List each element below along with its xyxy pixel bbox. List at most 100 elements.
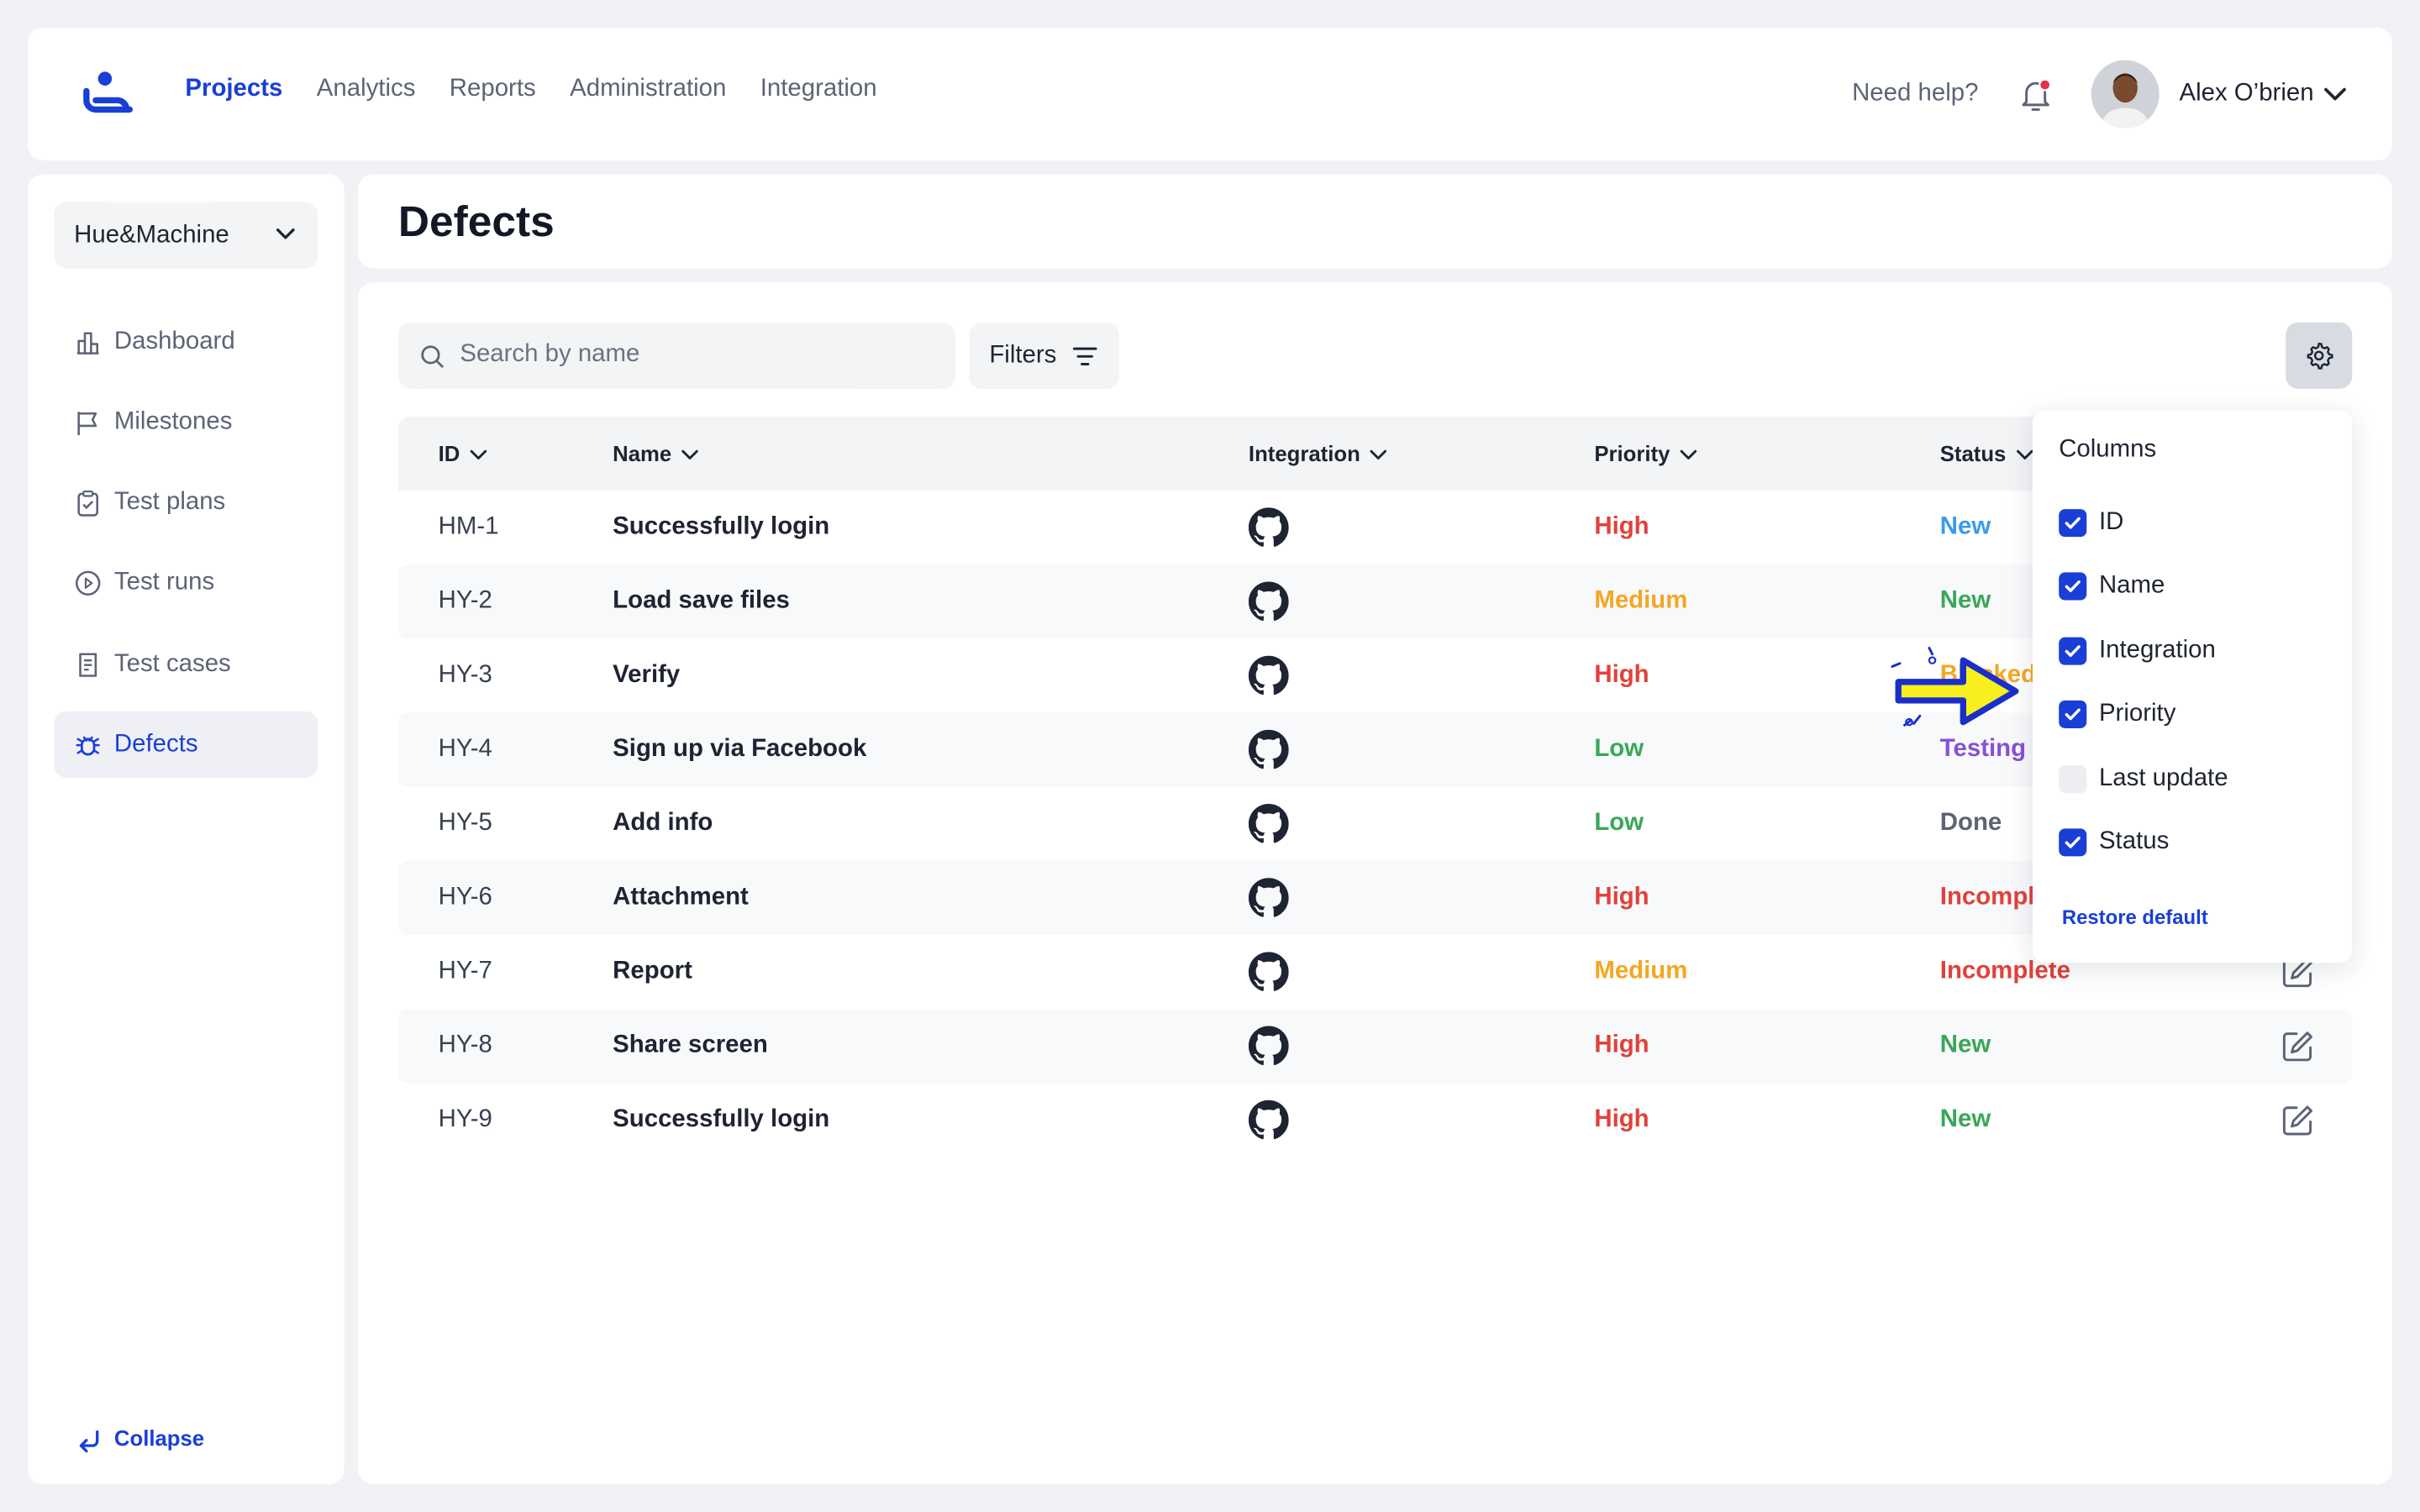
github-icon[interactable] (1248, 655, 1289, 696)
notification-bell-icon[interactable] (2018, 77, 2052, 114)
user-name[interactable]: Alex O’brien (2179, 80, 2314, 107)
sidebar-item-dashboard[interactable]: Dashboard (54, 308, 318, 375)
defect-name[interactable]: Add info (613, 810, 713, 837)
sidebar-item-label: Test cases (113, 651, 231, 678)
checkbox[interactable] (2059, 764, 2087, 793)
dashboard-icon (76, 332, 99, 354)
column-option-label: Priority (2098, 701, 2176, 727)
chevron-down-icon (2016, 450, 2033, 460)
column-option-label: Last update (2098, 764, 2228, 791)
defect-name[interactable]: Successfully login (613, 1105, 830, 1133)
column-header-priority[interactable]: Priority (1594, 441, 1697, 466)
priority-label: High (1594, 513, 1649, 540)
restore-default-button[interactable]: Restore default (2061, 906, 2208, 929)
project-selector[interactable]: Hue&Machine (54, 202, 318, 269)
checkmark-icon (2065, 708, 2081, 721)
columns-dropdown-title: Columns (2059, 436, 2157, 464)
sidebar-item-label: Test runs (113, 569, 215, 596)
table-row[interactable]: HY-4 Sign up via Facebook Low Testing (397, 712, 2353, 787)
bug-icon (76, 736, 100, 756)
priority-label: Low (1594, 810, 1644, 837)
defect-name[interactable]: Verify (613, 661, 681, 689)
sidebar-item-defects[interactable]: Defects (54, 711, 318, 778)
priority-label: High (1594, 1032, 1649, 1058)
defect-name[interactable]: Sign up via Facebook (613, 736, 867, 763)
app-logo-icon[interactable] (81, 70, 139, 119)
table-row[interactable]: HM-1 Successfully login High New (398, 491, 2352, 564)
edit-icon[interactable] (2281, 1029, 2315, 1063)
github-icon[interactable] (1248, 1100, 1289, 1141)
sidebar-item-test-runs[interactable]: Test runs (54, 549, 318, 616)
table-row[interactable]: HY-2 Load save files Medium New (397, 564, 2353, 639)
nav-projects[interactable]: Projects (185, 76, 283, 102)
column-header-integration[interactable]: Integration (1249, 441, 1388, 466)
checkbox[interactable] (2059, 828, 2087, 857)
defect-name[interactable]: Successfully login (613, 513, 830, 540)
defect-name[interactable]: Attachment (613, 884, 749, 911)
column-header-name[interactable]: Name (613, 441, 699, 466)
search-input[interactable] (456, 339, 927, 370)
user-avatar[interactable] (2091, 60, 2160, 129)
chevron-down-icon (1370, 450, 1387, 460)
defect-id: HY-3 (438, 661, 492, 689)
checkbox[interactable] (2059, 701, 2087, 729)
defect-name[interactable]: Share screen (613, 1032, 768, 1058)
column-header-status[interactable]: Status (1940, 441, 2034, 466)
sidebar-item-milestones[interactable]: Milestones (54, 389, 318, 455)
flag-icon (77, 412, 97, 435)
top-header (28, 28, 2392, 161)
column-header-id[interactable]: ID (439, 441, 488, 466)
avatar-person-icon (2091, 60, 2160, 129)
need-help-link[interactable]: Need help? (1852, 80, 1979, 107)
chevron-down-icon[interactable] (2323, 83, 2347, 105)
nav-reports[interactable]: Reports (449, 76, 536, 102)
checkbox[interactable] (2059, 637, 2087, 665)
chevron-down-icon (276, 228, 295, 239)
chevron-down-icon (1680, 450, 1697, 460)
defect-name[interactable]: Report (613, 958, 692, 984)
page-header (358, 174, 2392, 269)
sidebar-item-label: Milestones (113, 408, 233, 435)
column-header-label: Name (613, 441, 672, 466)
checkbox[interactable] (2059, 573, 2087, 601)
chevron-down-icon (470, 450, 487, 460)
annotation-arrow-icon (1891, 646, 2019, 727)
priority-label: Medium (1594, 958, 1688, 984)
clipboard-icon (77, 490, 98, 517)
sidebar-item-test-cases[interactable]: Test cases (54, 631, 318, 697)
github-icon[interactable] (1248, 729, 1289, 770)
checkmark-icon (2065, 517, 2081, 529)
return-arrow-icon (79, 1430, 99, 1453)
search-box[interactable] (397, 322, 955, 389)
status-badge: Testing (1939, 736, 2027, 763)
status-badge: New (1939, 587, 1991, 615)
github-icon[interactable] (1248, 952, 1289, 992)
column-settings-button[interactable] (2286, 322, 2353, 389)
filters-button[interactable]: Filters (969, 322, 1119, 389)
status-badge: Done (1939, 810, 2002, 837)
play-circle-icon (75, 570, 101, 596)
nav-analytics[interactable]: Analytics (316, 76, 416, 102)
sidebar-item-test-plans[interactable]: Test plans (54, 469, 318, 535)
github-icon[interactable] (1248, 1026, 1289, 1066)
nav-integration[interactable]: Integration (760, 76, 877, 102)
defect-id: HY-2 (438, 587, 492, 615)
priority-label: High (1594, 1105, 1649, 1133)
collapse-label: Collapse (113, 1425, 205, 1451)
nav-administration[interactable]: Administration (570, 76, 727, 102)
defect-name[interactable]: Load save files (613, 587, 790, 615)
edit-icon[interactable] (2281, 1103, 2315, 1137)
github-icon[interactable] (1248, 507, 1289, 548)
github-icon[interactable] (1248, 803, 1289, 844)
column-option-label: Status (2098, 828, 2170, 855)
chevron-down-icon (681, 450, 699, 460)
table-row[interactable]: HY-8 Share screen High New (397, 1009, 2353, 1084)
priority-label: Medium (1594, 587, 1688, 615)
project-name: Hue&Machine (74, 222, 229, 249)
defect-id: HY-9 (438, 1105, 492, 1133)
github-icon[interactable] (1248, 581, 1289, 622)
defect-id: HY-4 (438, 736, 492, 763)
checkbox[interactable] (2059, 509, 2087, 538)
table-row[interactable]: HY-9 Successfully login High New (398, 1083, 2352, 1157)
github-icon[interactable] (1248, 878, 1289, 918)
